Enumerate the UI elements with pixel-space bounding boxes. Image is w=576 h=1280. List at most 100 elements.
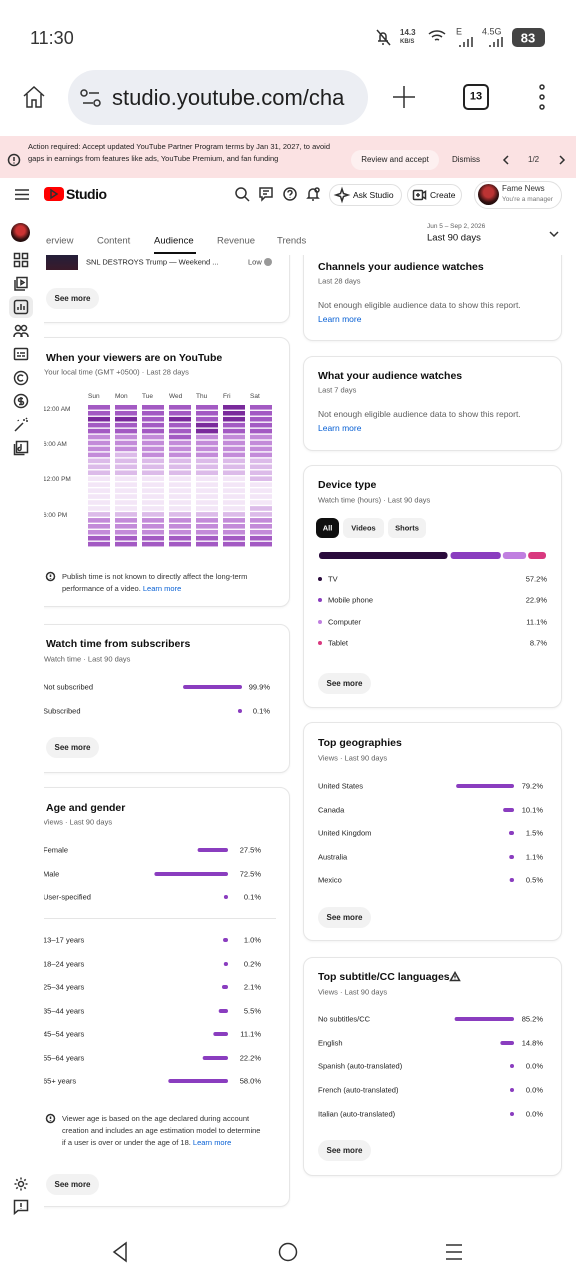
filter-chip[interactable] [316,518,339,538]
sidebar-avatar[interactable] [11,223,30,242]
heatmap-cell [142,416,164,422]
menu-button[interactable] [538,84,546,110]
settings-nav[interactable] [14,1177,28,1191]
heatmap-cell [169,440,191,446]
earn-nav[interactable] [13,393,29,409]
heatmap-cell [196,452,218,458]
status-time: 11:30 [30,28,74,48]
value-label: 72.5% [239,868,261,878]
tab[interactable]: Trends [277,235,307,247]
heatmap-cell [196,416,218,422]
value-label: 11.1% [526,616,547,626]
value-label: 10.1% [521,804,543,814]
see-more-button[interactable] [318,1140,371,1161]
heatmap-cell [115,440,137,446]
see-more-button[interactable] [46,1174,99,1195]
day-label: Fri [223,392,231,400]
tab[interactable]: erview [46,235,74,247]
copyright-nav[interactable] [13,370,29,386]
tab-switcher[interactable] [463,84,489,110]
home-nav-button[interactable] [278,1242,298,1262]
create-button[interactable] [407,184,462,206]
heatmap-cell [115,512,137,517]
create-icon [412,189,427,201]
heatmap-cell [250,512,272,517]
filter-chip[interactable] [388,518,426,538]
see-more-button[interactable] [318,907,371,928]
learn-more-link[interactable]: Learn more [318,422,362,433]
heatmap-cell [115,524,137,529]
url-bar[interactable] [68,70,368,125]
card-subtitle: Your local time (GMT +0500) · Last 28 da… [44,367,189,377]
audio-nav[interactable] [13,440,29,456]
hamburger-button[interactable] [15,189,29,200]
filter-chip[interactable] [343,518,384,538]
comments-button[interactable] [259,187,273,202]
date-range-dates[interactable]: Jun 5 – Sep 2, 2026 [427,222,486,230]
recents-button[interactable] [445,1243,463,1261]
value-label: 0.2% [243,958,261,968]
heatmap-cell [250,470,272,476]
signal-bars-1 [459,37,473,47]
heatmap-cell [115,452,137,458]
date-range-label[interactable]: Last 90 days [427,232,481,244]
review-button[interactable] [351,150,439,170]
help-button[interactable] [283,187,297,201]
content-nav[interactable] [14,276,28,291]
heatmap-cell [88,524,110,529]
feedback-nav[interactable] [13,1199,29,1216]
see-more-button[interactable] [318,673,371,694]
value-label: 99.9% [248,682,270,692]
community-nav[interactable] [13,324,29,338]
bar-track [510,1088,514,1093]
heatmap-cell [250,416,272,422]
learn-more-link[interactable]: Learn more [318,313,362,324]
value-label: 57.2% [525,574,547,584]
heatmap-cell [142,524,164,529]
device-stacked-bar [319,552,546,559]
back-button[interactable] [112,1241,128,1263]
home-button[interactable] [21,84,47,110]
learn-more-link[interactable]: Learn more [142,584,182,593]
signal-bars-2 [489,37,503,47]
net-speed: 14.3 [400,28,416,37]
subtitles-nav[interactable] [13,347,29,361]
tab[interactable]: Audience [154,235,194,247]
device-segment [528,552,546,559]
video-level: Low [248,257,262,267]
note: Publish time is not known to directly af… [62,571,284,621]
url-text[interactable]: studio.youtube.com/cha [112,85,345,110]
customization-nav[interactable] [14,417,28,432]
new-tab-button[interactable] [392,85,416,109]
date-range-chevron[interactable] [549,231,559,238]
heatmap-cell [196,458,218,464]
bar-track [183,685,242,689]
learn-more-link[interactable]: Learn more [192,1138,232,1147]
row-label: French (auto-translated) [318,1085,399,1095]
dismiss-button[interactable]: Dismiss [452,155,480,164]
ask-studio-button[interactable] [329,184,402,206]
see-more-button[interactable] [46,288,99,309]
notifications-button[interactable] [306,187,320,201]
tab[interactable]: Revenue [217,235,256,247]
yt-play [50,188,59,200]
see-more-button[interactable] [46,737,99,758]
search-button[interactable] [235,187,250,202]
value-label: 22.2% [239,1052,261,1062]
heatmap-cell [250,434,272,440]
account-role: You're a manager [502,195,553,203]
dashboard-nav[interactable] [13,252,29,268]
bar-track [213,1032,228,1036]
tab[interactable]: Content [97,235,131,247]
value-label: 5.5% [243,1005,261,1015]
account-button[interactable] [474,181,562,209]
heatmap-cell [169,524,191,529]
row-label: Spanish (auto-translated) [318,1061,403,1071]
heatmap-cell [223,541,245,547]
next-button[interactable] [559,155,566,165]
video-title[interactable]: SNL DESTROYS Trump — Weekend ... [86,257,219,267]
prev-button[interactable] [502,155,509,165]
analytics-nav[interactable] [13,299,29,315]
heatmap-cell [88,464,110,470]
